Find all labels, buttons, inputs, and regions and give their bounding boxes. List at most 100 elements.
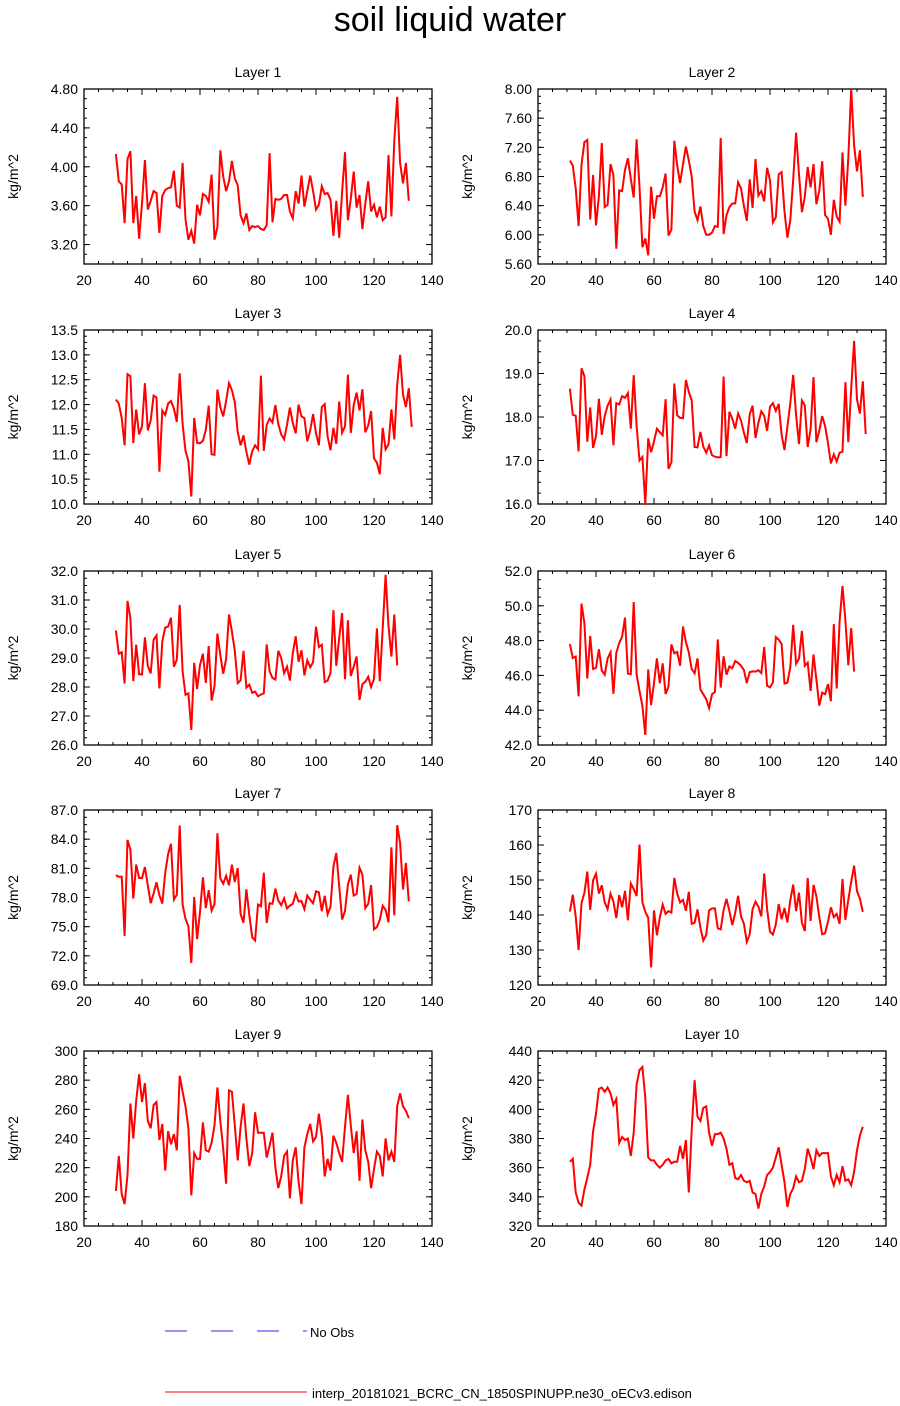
chart-title: Layer 7 — [235, 785, 282, 801]
x-tick-label: 20 — [76, 512, 92, 528]
x-tick-label: 100 — [304, 272, 328, 288]
x-tick-label: 100 — [304, 512, 328, 528]
y-tick-label: 5.60 — [505, 256, 532, 272]
y-tick-label: 6.80 — [505, 169, 532, 185]
x-tick-label: 140 — [420, 753, 444, 769]
x-tick-label: 100 — [304, 993, 328, 1009]
plot-frame — [537, 88, 887, 265]
x-tick-label: 120 — [362, 512, 386, 528]
x-tick-label: 140 — [874, 753, 898, 769]
chart-title: Layer 5 — [235, 546, 282, 562]
figure-title: soil liquid water — [333, 1, 567, 39]
y-tick-label: 300 — [55, 1043, 79, 1059]
y-tick-label: 6.00 — [505, 227, 532, 243]
x-tick-label: 20 — [76, 1234, 92, 1250]
plot-frame — [83, 809, 433, 986]
y-tick-label: 48.0 — [505, 633, 532, 649]
x-tick-label: 80 — [704, 1234, 720, 1250]
y-tick-label: 30.0 — [51, 621, 78, 637]
x-tick-label: 40 — [588, 272, 604, 288]
y-axis-label: kg/m^2 — [5, 875, 21, 920]
x-tick-label: 60 — [646, 272, 662, 288]
x-tick-label: 100 — [758, 993, 782, 1009]
series-line — [115, 824, 410, 963]
series-line — [568, 844, 864, 968]
x-tick-label: 40 — [588, 1234, 604, 1250]
chart-panel-3: Layer 3 kg/m^2 20 40 60 80 100 120 140 10.0 10.5 11… — [5, 305, 444, 528]
y-axis-label: kg/m^2 — [5, 635, 21, 680]
y-tick-label: 4.80 — [51, 81, 78, 97]
y-tick-label: 280 — [55, 1072, 79, 1088]
y-tick-label: 7.20 — [505, 139, 532, 155]
x-tick-label: 40 — [588, 753, 604, 769]
chart-panel-10: Layer 10 kg/m^2 20 40 60 80 100 120 140 320 340 360… — [459, 1026, 898, 1250]
y-tick-label: 180 — [55, 1218, 79, 1234]
y-tick-label: 8.00 — [505, 81, 532, 97]
y-tick-label: 220 — [55, 1160, 79, 1176]
x-tick-label: 40 — [134, 1234, 150, 1250]
y-tick-label: 18.0 — [505, 409, 532, 425]
x-tick-label: 80 — [250, 993, 266, 1009]
x-tick-label: 60 — [192, 753, 208, 769]
x-tick-label: 80 — [704, 753, 720, 769]
x-tick-label: 140 — [420, 272, 444, 288]
y-tick-label: 19.0 — [505, 366, 532, 382]
y-axis-label: kg/m^2 — [459, 875, 475, 920]
x-tick-label: 20 — [76, 993, 92, 1009]
y-tick-label: 11.0 — [52, 446, 78, 462]
y-tick-label: 7.60 — [505, 110, 532, 126]
y-tick-label: 17.0 — [505, 453, 532, 469]
y-axis-label: kg/m^2 — [459, 1116, 475, 1161]
chart-title: Layer 8 — [689, 785, 736, 801]
y-axis-label: kg/m^2 — [5, 1116, 21, 1161]
y-axis-label: kg/m^2 — [5, 154, 21, 199]
series-line — [114, 96, 410, 244]
series-line — [568, 585, 856, 735]
y-tick-label: 260 — [55, 1101, 79, 1117]
x-tick-label: 60 — [192, 1234, 208, 1250]
y-axis-label: kg/m^2 — [459, 394, 475, 439]
x-tick-label: 80 — [250, 512, 266, 528]
x-tick-label: 80 — [704, 272, 720, 288]
plot-frame — [83, 88, 433, 265]
y-tick-label: 87.0 — [51, 802, 78, 818]
x-tick-label: 140 — [874, 512, 898, 528]
x-tick-label: 120 — [362, 1234, 386, 1250]
y-tick-label: 50.0 — [505, 598, 532, 614]
y-tick-label: 200 — [55, 1189, 79, 1205]
x-tick-label: 40 — [588, 512, 604, 528]
y-tick-label: 78.0 — [51, 890, 78, 906]
x-tick-label: 100 — [758, 272, 782, 288]
chart-panel-6: Layer 6 kg/m^2 20 40 60 80 100 120 140 42.0 44.0 46… — [459, 546, 898, 769]
chart-panel-4: Layer 4 kg/m^2 20 40 60 80 100 120 140 16.0 17.0 18… — [459, 305, 898, 528]
x-tick-label: 20 — [530, 272, 546, 288]
plot-frame — [537, 570, 887, 746]
y-tick-label: 31.0 — [51, 592, 78, 608]
x-tick-label: 60 — [192, 272, 208, 288]
chart-title: Layer 2 — [689, 64, 736, 80]
y-tick-label: 400 — [509, 1101, 533, 1117]
y-tick-label: 6.40 — [505, 198, 532, 214]
x-tick-label: 120 — [362, 753, 386, 769]
y-tick-label: 16.0 — [505, 496, 532, 512]
x-tick-label: 60 — [192, 993, 208, 1009]
y-tick-label: 27.0 — [51, 708, 78, 724]
x-tick-label: 140 — [420, 993, 444, 1009]
series-line — [114, 1074, 410, 1205]
y-tick-label: 4.00 — [51, 159, 78, 175]
y-tick-label: 46.0 — [505, 667, 532, 683]
y-tick-label: 44.0 — [505, 702, 532, 718]
y-tick-label: 4.40 — [51, 120, 78, 136]
y-tick-label: 52.0 — [505, 563, 532, 579]
y-axis-label: kg/m^2 — [459, 635, 475, 680]
y-tick-label: 10.0 — [51, 496, 78, 512]
x-tick-label: 20 — [76, 272, 92, 288]
legend-model-label: interp_20181021_BCRC_CN_1850SPINUPP.ne30… — [312, 1386, 692, 1401]
series-line — [569, 88, 864, 256]
x-tick-label: 140 — [874, 1234, 898, 1250]
y-tick-label: 12.0 — [51, 397, 78, 413]
y-tick-label: 380 — [509, 1131, 533, 1147]
chart-title: Layer 6 — [689, 546, 736, 562]
y-tick-label: 32.0 — [51, 563, 78, 579]
x-tick-label: 60 — [646, 753, 662, 769]
